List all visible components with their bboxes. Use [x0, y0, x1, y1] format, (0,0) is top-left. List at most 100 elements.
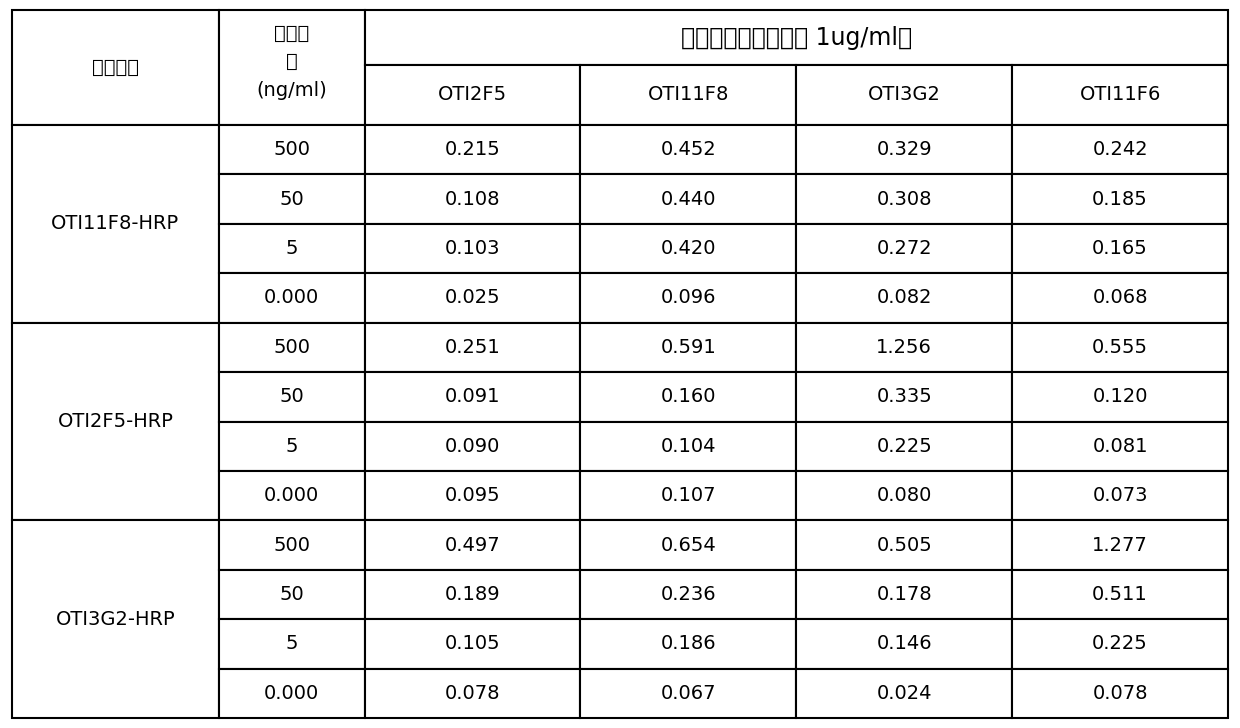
Text: 1.277: 1.277 [1092, 536, 1148, 555]
Bar [1012, 65, 1228, 125]
Text: 50: 50 [279, 585, 304, 604]
Text: 0.000: 0.000 [264, 288, 320, 307]
Text: 0.420: 0.420 [661, 239, 717, 258]
Bar [796, 323, 1012, 372]
Bar [12, 125, 218, 323]
Text: 0.452: 0.452 [661, 141, 717, 159]
Text: 0.073: 0.073 [1092, 486, 1148, 505]
Bar [218, 125, 365, 175]
Bar [365, 521, 580, 570]
Text: 0.103: 0.103 [445, 239, 500, 258]
Text: 0.178: 0.178 [877, 585, 932, 604]
Bar [1012, 323, 1228, 372]
Text: 0.251: 0.251 [445, 338, 501, 357]
Bar [796, 521, 1012, 570]
Text: OTI3G2: OTI3G2 [868, 85, 941, 105]
Text: 0.505: 0.505 [877, 536, 932, 555]
Text: 0.095: 0.095 [445, 486, 501, 505]
Bar [218, 620, 365, 668]
Text: 0.225: 0.225 [1092, 634, 1148, 653]
Bar [1012, 125, 1228, 175]
Text: 500: 500 [273, 141, 310, 159]
Bar [580, 372, 796, 422]
Text: 0.186: 0.186 [661, 634, 717, 653]
Text: 0.591: 0.591 [661, 338, 717, 357]
Text: 0.090: 0.090 [445, 437, 500, 456]
Text: 0.000: 0.000 [264, 486, 320, 505]
Text: OTI11F6: OTI11F6 [1079, 85, 1161, 105]
Bar [365, 668, 580, 718]
Text: 0.078: 0.078 [1092, 684, 1148, 703]
Text: 0.078: 0.078 [445, 684, 500, 703]
Text: 5: 5 [285, 437, 298, 456]
Text: 0.329: 0.329 [877, 141, 932, 159]
Text: 5: 5 [285, 634, 298, 653]
Bar [1012, 273, 1228, 323]
Text: 1.256: 1.256 [877, 338, 932, 357]
Bar [796, 125, 1012, 175]
Bar [218, 570, 365, 620]
Text: 0.236: 0.236 [661, 585, 717, 604]
Bar [218, 175, 365, 223]
Text: 0.242: 0.242 [1092, 141, 1148, 159]
Bar [1012, 422, 1228, 471]
Text: (ng/ml): (ng/ml) [257, 81, 327, 100]
Bar [218, 10, 365, 125]
Text: 0.215: 0.215 [445, 141, 501, 159]
Bar [796, 668, 1012, 718]
Text: 0.105: 0.105 [445, 634, 501, 653]
Text: 0.120: 0.120 [1092, 387, 1148, 406]
Text: 0.104: 0.104 [661, 437, 717, 456]
Bar [365, 273, 580, 323]
Bar [218, 323, 365, 372]
Bar [1012, 521, 1228, 570]
Text: 0.068: 0.068 [1092, 288, 1148, 307]
Text: 0.165: 0.165 [1092, 239, 1148, 258]
Bar [580, 175, 796, 223]
Text: 0.082: 0.082 [877, 288, 932, 307]
Text: 0.108: 0.108 [445, 189, 500, 209]
Bar [580, 521, 796, 570]
Bar [1012, 223, 1228, 273]
Text: 包被抗体（包被浓度 1ug/ml）: 包被抗体（包被浓度 1ug/ml） [681, 25, 911, 50]
Bar [796, 223, 1012, 273]
Bar [12, 10, 218, 125]
Bar [1012, 372, 1228, 422]
Bar [796, 175, 1012, 223]
Bar [796, 273, 1012, 323]
Bar [365, 323, 580, 372]
Bar [796, 372, 1012, 422]
Text: 50: 50 [279, 189, 304, 209]
Text: 0.497: 0.497 [445, 536, 501, 555]
Bar [218, 422, 365, 471]
Text: 0.107: 0.107 [661, 486, 717, 505]
Bar [365, 223, 580, 273]
Text: 原: 原 [285, 52, 298, 71]
Bar [796, 471, 1012, 521]
Bar [365, 65, 580, 125]
Text: 0.335: 0.335 [877, 387, 932, 406]
Bar [365, 10, 1228, 65]
Bar [1012, 620, 1228, 668]
Bar [580, 668, 796, 718]
Bar [12, 521, 218, 718]
Bar [580, 125, 796, 175]
Bar [580, 620, 796, 668]
Text: 0.511: 0.511 [1092, 585, 1148, 604]
Text: OTI11F8-HRP: OTI11F8-HRP [51, 214, 180, 234]
Bar [218, 521, 365, 570]
Bar [1012, 668, 1228, 718]
Bar [218, 273, 365, 323]
Text: 0.555: 0.555 [1092, 338, 1148, 357]
Bar [580, 422, 796, 471]
Text: 0.024: 0.024 [877, 684, 932, 703]
Text: OTI2F5-HRP: OTI2F5-HRP [57, 412, 174, 431]
Text: 500: 500 [273, 536, 310, 555]
Bar [580, 223, 796, 273]
Text: 0.081: 0.081 [1092, 437, 1148, 456]
Bar [580, 471, 796, 521]
Bar [218, 668, 365, 718]
Text: OTI2F5: OTI2F5 [438, 85, 507, 105]
Bar [365, 175, 580, 223]
Text: 0.308: 0.308 [877, 189, 932, 209]
